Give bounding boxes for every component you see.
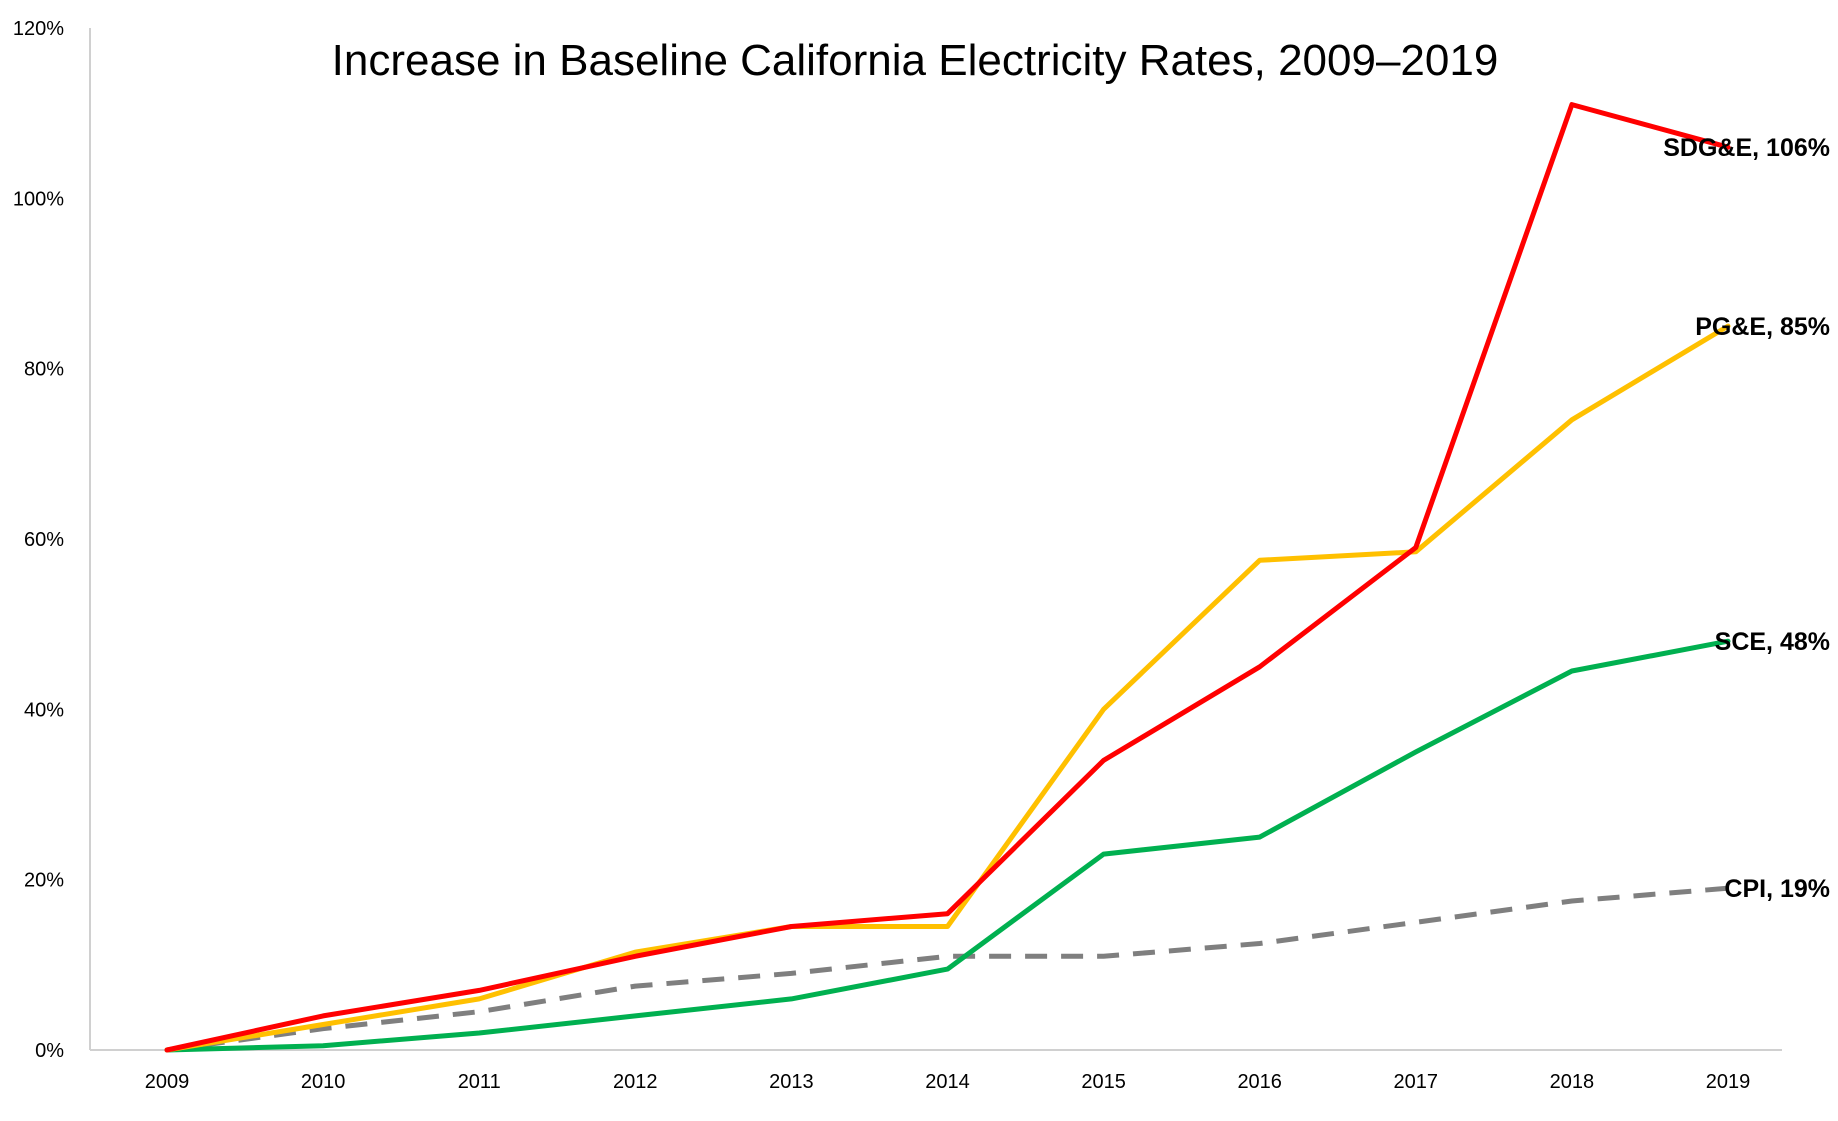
y-tick-labels: 0% 20% 40% 60% 80% 100% 120% <box>13 18 64 1062</box>
y-tick-label: 20% <box>24 870 64 892</box>
x-tick-label: 2011 <box>458 1071 501 1093</box>
x-tick-label: 2009 <box>145 1071 190 1093</box>
series-line-pge <box>164 323 1731 1053</box>
series-end-labels: PG&E, 85% SDG&E, 106% SCE, 48% CPI, 19% <box>1663 134 1830 903</box>
series-lines <box>164 102 1731 1053</box>
y-tick-label: 40% <box>24 699 64 721</box>
y-tick-label: 100% <box>13 188 64 210</box>
end-label-cpi: CPI, 19% <box>1724 875 1830 903</box>
y-tick-label: 0% <box>35 1040 64 1062</box>
x-tick-label: 2018 <box>1550 1071 1595 1093</box>
series-line-sce <box>164 638 1731 1053</box>
x-tick-label: 2019 <box>1706 1071 1751 1093</box>
axes <box>89 28 1782 1051</box>
end-label-sdge: SDG&E, 106% <box>1663 134 1830 162</box>
y-tick-label: 120% <box>13 18 64 40</box>
x-tick-label: 2013 <box>769 1071 814 1093</box>
x-tick-label: 2016 <box>1237 1071 1282 1093</box>
y-tick-label: 80% <box>24 359 64 381</box>
chart-title: Increase in Baseline California Electric… <box>332 36 1499 85</box>
end-label-sce: SCE, 48% <box>1715 628 1830 656</box>
series-line-cpi <box>166 885 1729 1053</box>
x-tick-label: 2017 <box>1394 1071 1439 1093</box>
series-line-sdge <box>164 102 1731 1053</box>
x-tick-labels: 2009 2010 2011 2012 2013 2014 2015 2016 2017 2018… <box>145 1071 1751 1093</box>
x-tick-label: 2012 <box>613 1071 658 1093</box>
x-tick-label: 2014 <box>925 1071 970 1093</box>
end-label-pge: PG&E, 85% <box>1695 313 1830 341</box>
y-tick-label: 60% <box>24 529 64 551</box>
x-tick-label: 2015 <box>1081 1071 1126 1093</box>
x-tick-label: 2010 <box>301 1071 346 1093</box>
